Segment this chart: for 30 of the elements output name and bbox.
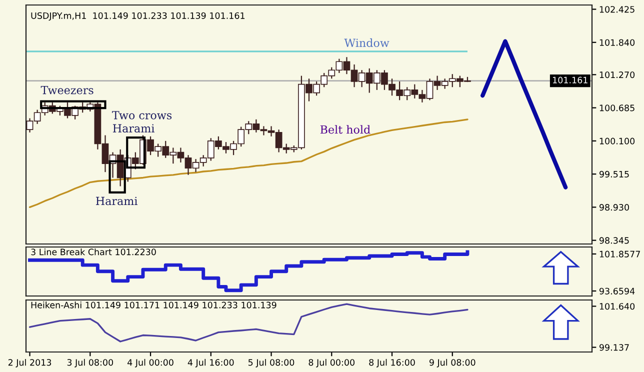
x-tick-label: 4 Jul 00:00 bbox=[127, 358, 174, 368]
x-tick-label: 5 Jul 08:00 bbox=[248, 358, 294, 368]
x-tick-label: 8 Jul 00:00 bbox=[308, 358, 355, 368]
y-tick-label: 93.6594 bbox=[599, 288, 635, 294]
y-tick-label: 101.8577 bbox=[600, 250, 640, 258]
chart-title: Heiken-Ashi 101.149 101.171 101.149 101.233 101.139 bbox=[31, 302, 276, 308]
ref-line-label: 101.161 bbox=[553, 76, 588, 84]
y-tick-label: 102.425 bbox=[600, 6, 634, 13]
annotation: Belt hold bbox=[320, 125, 370, 134]
annotation: Two crows bbox=[112, 111, 172, 120]
y-tick-label: 100.685 bbox=[600, 104, 634, 112]
annotation: Harami bbox=[96, 196, 138, 206]
y-tick-label: 101.640 bbox=[600, 303, 635, 310]
y-tick-label: 98.930 bbox=[599, 204, 629, 211]
x-tick-label: 4 Jul 16:00 bbox=[188, 358, 234, 368]
annotation: Tweezers bbox=[40, 86, 94, 94]
x-tick-label: 9 Jul 08:00 bbox=[429, 358, 476, 368]
y-tick-label: 100.100 bbox=[600, 138, 635, 144]
x-tick-label: 2 Jul 2013 bbox=[8, 358, 52, 368]
x-tick-label: 3 Jul 08:00 bbox=[67, 358, 114, 368]
y-tick-label: 101.270 bbox=[600, 71, 635, 78]
x-tick-label: 8 Jul 16:00 bbox=[369, 358, 415, 368]
y-tick-label: 99.515 bbox=[599, 170, 629, 178]
y-tick-label: 99.137 bbox=[599, 344, 629, 351]
ref-line-label: Window bbox=[344, 38, 390, 48]
text: USDJPY.m,H1 101.149 101.233 101.139 101.161 bbox=[31, 12, 245, 21]
annotation: Harami bbox=[112, 124, 154, 133]
y-tick-label: 98.345 bbox=[599, 237, 629, 244]
y-tick-label: 101.840 bbox=[600, 39, 635, 46]
chart-title: 3 Line Break Chart 101.2230 bbox=[31, 248, 156, 256]
